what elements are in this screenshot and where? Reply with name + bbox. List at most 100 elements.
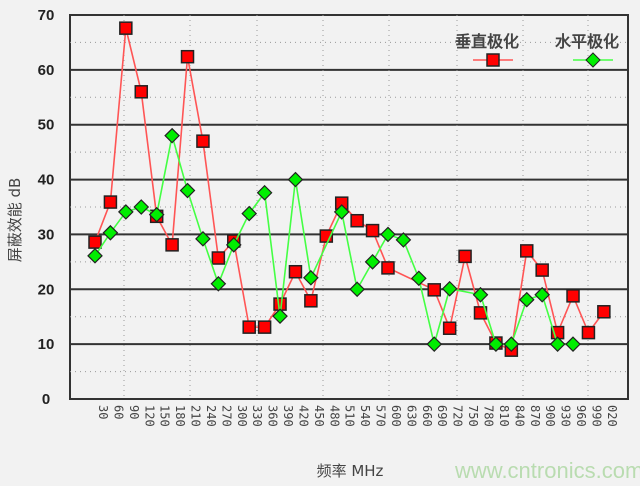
data-point-diamond xyxy=(272,308,288,325)
data-point-diamond xyxy=(395,232,412,248)
data-point-square xyxy=(427,283,441,297)
data-point-diamond xyxy=(472,286,489,303)
y-tick-label: 30 xyxy=(38,226,55,243)
x-tick-label: 180 xyxy=(173,405,187,427)
data-point-diamond xyxy=(518,291,535,308)
y-tick-label: 10 xyxy=(38,336,55,353)
data-point-diamond xyxy=(87,247,103,264)
data-point-square xyxy=(288,264,303,279)
x-tick-label: 750 xyxy=(466,405,480,427)
x-tick-label: 600 xyxy=(389,405,403,427)
data-point-square xyxy=(242,320,256,334)
x-tick-label: 720 xyxy=(451,405,465,427)
data-point-diamond xyxy=(565,336,581,352)
x-tick-label: 540 xyxy=(358,405,372,427)
data-point-square xyxy=(520,244,534,258)
data-point-diamond xyxy=(256,184,273,201)
data-point-diamond xyxy=(303,269,319,286)
x-tick-label: 840 xyxy=(512,405,526,427)
x-tick-label: 30 xyxy=(96,405,110,419)
data-point-square xyxy=(103,195,118,209)
x-tick-label: 960 xyxy=(574,405,588,427)
x-tick-label: 570 xyxy=(374,405,388,427)
x-tick-label: 150 xyxy=(158,405,172,427)
data-point-diamond xyxy=(333,204,350,220)
y-tick-label: 20 xyxy=(38,281,55,298)
data-point-diamond xyxy=(287,171,304,188)
x-tick-label: 020 xyxy=(605,405,619,427)
x-tick-label: 360 xyxy=(266,405,280,427)
x-tick-label: 270 xyxy=(219,405,233,427)
data-point-square xyxy=(581,325,596,340)
data-point-square xyxy=(165,238,179,252)
x-tick-label: 690 xyxy=(435,405,449,427)
data-point-diamond xyxy=(364,254,381,270)
data-point-diamond xyxy=(534,286,551,303)
x-tick-label: 90 xyxy=(127,405,141,419)
data-point-square xyxy=(134,85,149,99)
data-point-square xyxy=(365,223,380,238)
data-point-diamond xyxy=(488,336,504,352)
data-point-square xyxy=(88,235,102,249)
x-tick-label: 630 xyxy=(404,405,418,427)
data-point-square xyxy=(257,320,272,334)
x-axis-label: 频率 MHz xyxy=(317,462,384,480)
y-tick-label: 40 xyxy=(38,172,55,189)
data-point-square xyxy=(211,251,226,265)
data-point-diamond xyxy=(349,281,365,298)
legend-label: 垂直极化 xyxy=(455,32,519,51)
data-point-diamond xyxy=(441,280,458,297)
x-tick-label: 990 xyxy=(589,405,603,427)
legend-marker-square xyxy=(486,53,500,67)
x-tick-label: 450 xyxy=(312,405,326,427)
data-point-diamond xyxy=(179,182,196,199)
data-point-diamond xyxy=(117,204,134,220)
data-point-square xyxy=(304,294,318,308)
data-point-square xyxy=(350,213,364,228)
data-point-square xyxy=(535,263,549,277)
data-point-diamond xyxy=(410,270,427,287)
data-point-diamond xyxy=(164,127,180,144)
x-tick-label: 900 xyxy=(543,405,557,427)
data-point-square xyxy=(196,134,210,148)
data-point-diamond xyxy=(102,224,119,241)
data-point-diamond xyxy=(210,275,227,292)
data-point-diamond xyxy=(380,226,396,243)
series-line xyxy=(94,27,605,352)
data-point-square xyxy=(119,21,133,35)
y-tick-label: 0 xyxy=(42,391,50,408)
data-point-square xyxy=(273,297,287,311)
data-point-square xyxy=(597,305,611,319)
legend-marker-diamond xyxy=(585,52,601,68)
data-point-square xyxy=(566,289,580,303)
x-tick-label: 120 xyxy=(142,405,156,427)
x-tick-label: 780 xyxy=(482,405,496,427)
x-tick-label: 60 xyxy=(111,405,125,419)
x-tick-label: 930 xyxy=(559,405,573,427)
data-point-square xyxy=(458,249,472,264)
x-tick-label: 480 xyxy=(327,405,341,427)
data-point-square xyxy=(442,321,457,335)
y-tick-label: 70 xyxy=(38,7,55,24)
data-point-square xyxy=(381,261,395,275)
data-point-square xyxy=(180,49,195,64)
data-point-diamond xyxy=(549,336,566,352)
x-tick-label: 390 xyxy=(281,405,295,427)
x-tick-label: 660 xyxy=(420,405,434,427)
y-tick-label: 60 xyxy=(38,62,55,79)
x-tick-label: 330 xyxy=(250,405,264,427)
data-point-diamond xyxy=(426,336,443,352)
data-point-diamond xyxy=(133,199,150,215)
legend-label: 水平极化 xyxy=(555,32,619,51)
data-point-diamond xyxy=(148,206,165,223)
plot-area xyxy=(69,14,629,400)
data-point-diamond xyxy=(195,230,211,247)
series-1 xyxy=(87,127,581,352)
x-tick-label: 240 xyxy=(204,405,218,427)
y-tick-label: 50 xyxy=(38,117,55,134)
watermark: www.cntronics.com xyxy=(454,458,640,483)
data-point-diamond xyxy=(503,336,520,352)
x-tick-label: 510 xyxy=(343,405,357,427)
data-point-diamond xyxy=(225,237,242,253)
